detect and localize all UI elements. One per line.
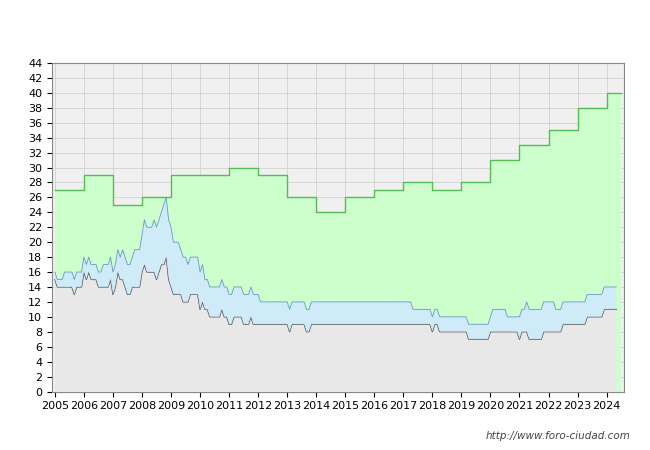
Text: Riofrío del Llano - Evolucion de la poblacion en edad de Trabajar Mayo de 2024: Riofrío del Llano - Evolucion de la pobl…: [22, 19, 628, 35]
Text: foro-ciudad.com: foro-ciudad.com: [248, 234, 428, 253]
Text: http://www.foro-ciudad.com: http://www.foro-ciudad.com: [486, 431, 630, 441]
